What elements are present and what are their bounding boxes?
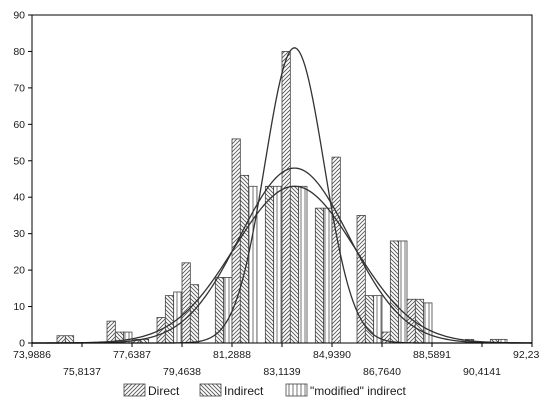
bar-modified-indirect	[273, 185, 283, 344]
bar-direct	[281, 51, 291, 344]
x-tick-label: 84,9390	[313, 349, 351, 361]
x-tick-label: 86,7640	[363, 366, 401, 378]
x-tick-label: 75,8137	[63, 366, 101, 378]
legend-label-direct: Direct	[148, 384, 180, 398]
y-tick-label: 40	[13, 192, 25, 204]
bar-indirect	[389, 240, 400, 344]
y-tick-label: 70	[13, 82, 25, 94]
x-axis-ticks: 73,9886 77,6387 81,2888 84,9390 88,5891 92,23…	[13, 343, 539, 378]
bar-indirect	[314, 207, 325, 344]
bar-indirect	[289, 185, 300, 344]
y-tick-label: 10	[13, 301, 25, 313]
y-axis-ticks: 0 10 20 30 40 50 60 70 80 90	[13, 10, 32, 350]
bar-indirect	[414, 298, 425, 344]
bar-direct	[106, 320, 116, 344]
y-tick-label: 30	[13, 228, 25, 240]
bar-modified-indirect	[248, 185, 258, 344]
fitted-curve-indirect	[32, 167, 533, 344]
x-tick-label: 90,4141	[463, 366, 501, 378]
x-tick-label: 88,5891	[413, 349, 451, 361]
legend: Direct Indirect "modified" indirect	[123, 383, 407, 398]
bar-modified-indirect	[398, 240, 408, 344]
bar-modified-indirect	[298, 185, 308, 344]
x-tick-label: 92,2392	[513, 349, 539, 361]
bar-modified-indirect	[223, 276, 233, 344]
bar-indirect	[364, 295, 375, 344]
legend-label-modified-indirect: "modified" indirect	[310, 384, 407, 398]
bar-indirect	[264, 185, 275, 344]
bar-modified-indirect	[173, 291, 183, 344]
x-tick-label: 79,4638	[163, 366, 201, 378]
legend-label-indirect: Indirect	[224, 384, 264, 398]
y-tick-label: 60	[13, 119, 25, 131]
legend-swatch-modified-indirect	[285, 383, 308, 397]
y-tick-label: 0	[19, 338, 25, 350]
x-tick-label: 81,2888	[213, 349, 251, 361]
bar-direct	[181, 262, 191, 344]
bar-modified-indirect	[323, 207, 333, 344]
x-tick-label: 77,6387	[113, 349, 151, 361]
x-tick-label: 73,9886	[13, 349, 51, 361]
y-tick-label: 90	[13, 10, 25, 22]
y-tick-label: 50	[13, 155, 25, 167]
y-tick-label: 20	[13, 265, 25, 277]
legend-swatch-direct	[123, 383, 146, 397]
x-tick-label: 83,1139	[263, 366, 300, 378]
legend-swatch-indirect	[199, 383, 222, 397]
y-tick-label: 80	[13, 46, 25, 58]
bar-modified-indirect	[423, 302, 433, 344]
bar-indirect	[164, 295, 175, 344]
bar-indirect	[64, 335, 75, 344]
bar-direct	[56, 335, 66, 344]
bars-layer	[56, 51, 508, 344]
fitted-curve-modified-indirect	[32, 185, 533, 344]
